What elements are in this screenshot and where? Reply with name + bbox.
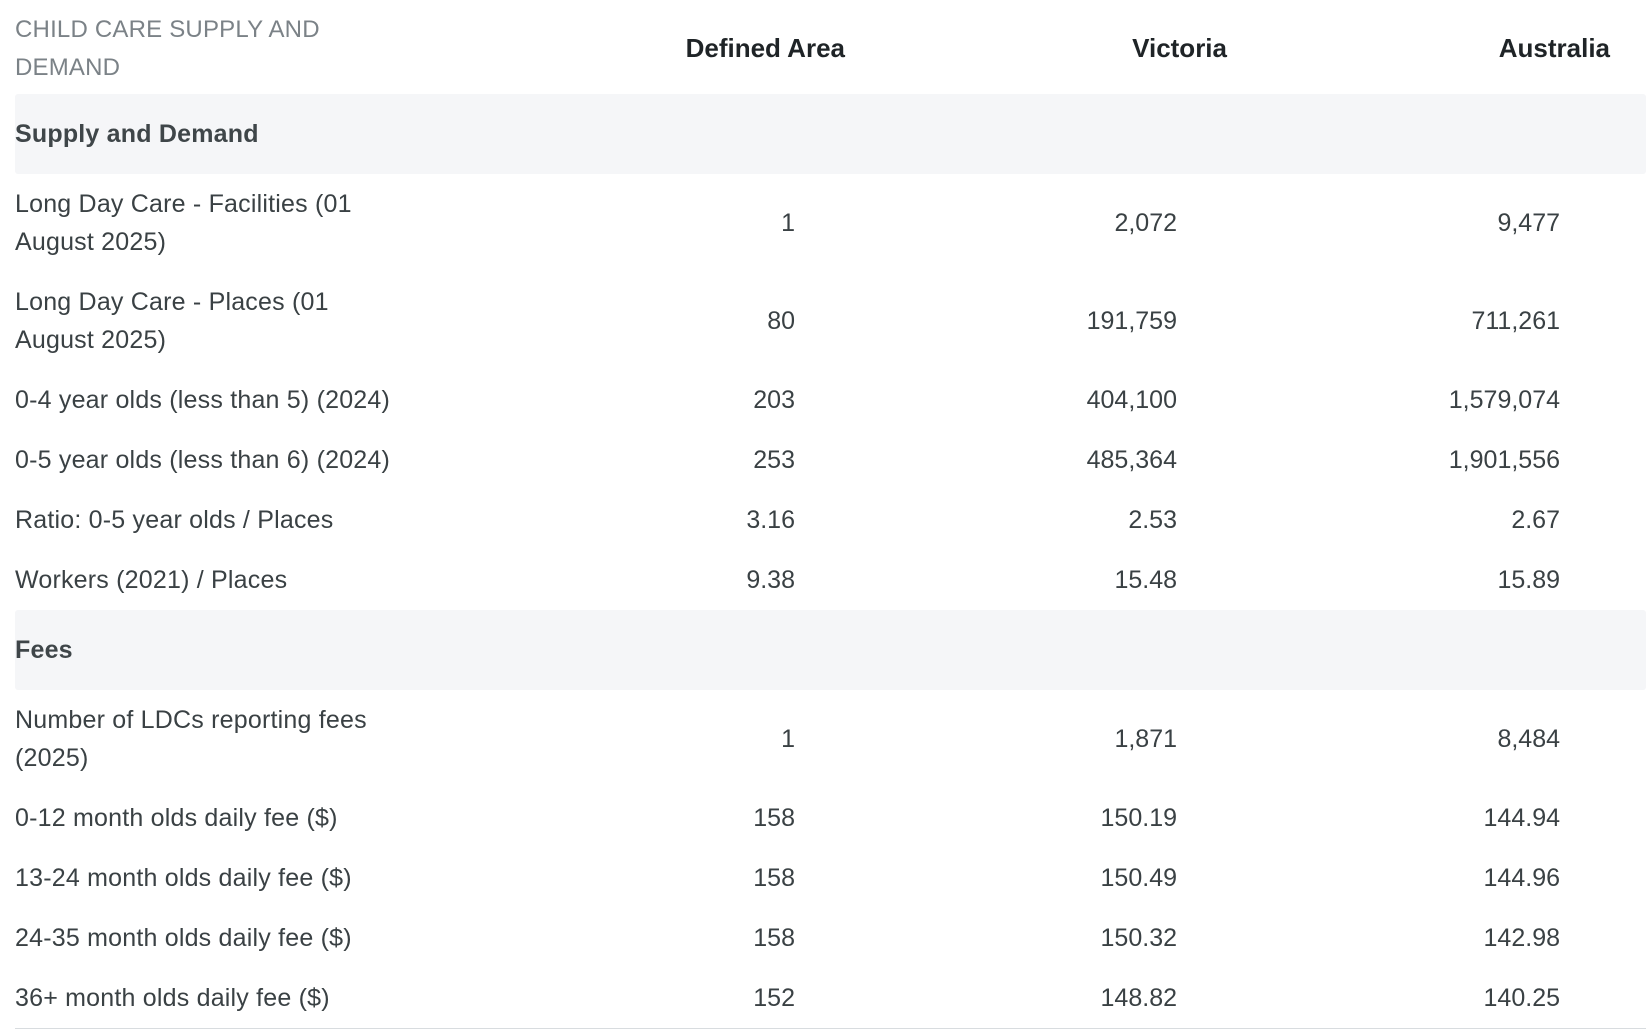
- cell-victoria: 150.32: [1100, 923, 1177, 952]
- cell-australia: 8,484: [1497, 724, 1560, 753]
- cell-australia: 1,901,556: [1448, 445, 1560, 474]
- table-row: 36+ month olds daily fee ($) 152 148.82 …: [15, 968, 1646, 1029]
- cell-victoria: 15.48: [1114, 565, 1177, 594]
- table-title: CHILD CARE SUPPLY AND DEMAND: [15, 15, 320, 81]
- cell-australia: 9,477: [1497, 208, 1560, 237]
- cell-defined-area: 152: [753, 983, 795, 1012]
- cell-victoria: 404,100: [1086, 385, 1177, 414]
- cell-australia: 144.96: [1483, 863, 1560, 892]
- table-header: CHILD CARE SUPPLY AND DEMAND Defined Are…: [15, 0, 1646, 98]
- cell-victoria: 191,759: [1086, 306, 1177, 335]
- cell-australia: 142.98: [1483, 923, 1560, 952]
- cell-victoria: 485,364: [1086, 445, 1177, 474]
- cell-defined-area: 158: [753, 863, 795, 892]
- column-header-australia: Australia: [1498, 33, 1610, 63]
- cell-victoria: 2.53: [1128, 505, 1177, 534]
- cell-defined-area: 253: [753, 445, 795, 474]
- row-label: 13-24 month olds daily fee ($): [15, 864, 352, 892]
- cell-defined-area: 158: [753, 803, 795, 832]
- row-label: 0-5 year olds (less than 6) (2024): [15, 446, 391, 474]
- cell-australia: 2.67: [1511, 505, 1560, 534]
- cell-australia: 140.25: [1483, 983, 1560, 1012]
- childcare-table: CHILD CARE SUPPLY AND DEMAND Defined Are…: [15, 0, 1646, 1029]
- table-row: 0-4 year olds (less than 5) (2024) 203 4…: [15, 370, 1646, 430]
- table-row: Number of LDCs reporting fees (2025) 1 1…: [15, 690, 1646, 788]
- cell-victoria: 148.82: [1100, 983, 1177, 1012]
- table-row: Long Day Care - Places (01 August 2025) …: [15, 272, 1646, 370]
- cell-australia: 15.89: [1497, 565, 1560, 594]
- column-header-defined-area: Defined Area: [685, 33, 845, 63]
- section-title: Fees: [15, 636, 73, 664]
- cell-defined-area: 80: [767, 306, 795, 335]
- row-label: 0-4 year olds (less than 5) (2024): [15, 386, 391, 414]
- cell-defined-area: 203: [753, 385, 795, 414]
- section-header-fees: Fees: [15, 610, 1646, 690]
- cell-victoria: 1,871: [1114, 724, 1177, 753]
- cell-australia: 1,579,074: [1448, 385, 1560, 414]
- section-header-supply-demand: Supply and Demand: [15, 94, 1646, 174]
- cell-australia: 144.94: [1483, 803, 1560, 832]
- table-row: Ratio: 0-5 year olds / Places 3.16 2.53 …: [15, 490, 1646, 550]
- column-header-victoria: Victoria: [1132, 33, 1227, 63]
- row-label: 0-12 month olds daily fee ($): [15, 804, 338, 832]
- table-row: Workers (2021) / Places 9.38 15.48 15.89: [15, 550, 1646, 610]
- cell-defined-area: 1: [781, 724, 795, 753]
- row-label: 36+ month olds daily fee ($): [15, 984, 330, 1012]
- row-label: 24-35 month olds daily fee ($): [15, 924, 352, 952]
- table-row: 13-24 month olds daily fee ($) 158 150.4…: [15, 848, 1646, 908]
- cell-victoria: 150.19: [1100, 803, 1177, 832]
- cell-defined-area: 1: [781, 208, 795, 237]
- section-title: Supply and Demand: [15, 120, 259, 148]
- cell-defined-area: 9.38: [746, 565, 795, 594]
- table-row: Long Day Care - Facilities (01 August 20…: [15, 174, 1646, 272]
- row-label: Workers (2021) / Places: [15, 566, 288, 594]
- row-label: Long Day Care - Places (01 August 2025): [15, 288, 329, 354]
- row-label: Number of LDCs reporting fees (2025): [15, 706, 367, 772]
- cell-victoria: 150.49: [1100, 863, 1177, 892]
- table-row: 24-35 month olds daily fee ($) 158 150.3…: [15, 908, 1646, 968]
- cell-defined-area: 3.16: [746, 505, 795, 534]
- cell-australia: 711,261: [1471, 306, 1560, 335]
- cell-defined-area: 158: [753, 923, 795, 952]
- row-label: Long Day Care - Facilities (01 August 20…: [15, 190, 352, 256]
- table-row: 0-12 month olds daily fee ($) 158 150.19…: [15, 788, 1646, 848]
- cell-victoria: 2,072: [1114, 208, 1177, 237]
- table-row: 0-5 year olds (less than 6) (2024) 253 4…: [15, 430, 1646, 490]
- row-label: Ratio: 0-5 year olds / Places: [15, 506, 334, 534]
